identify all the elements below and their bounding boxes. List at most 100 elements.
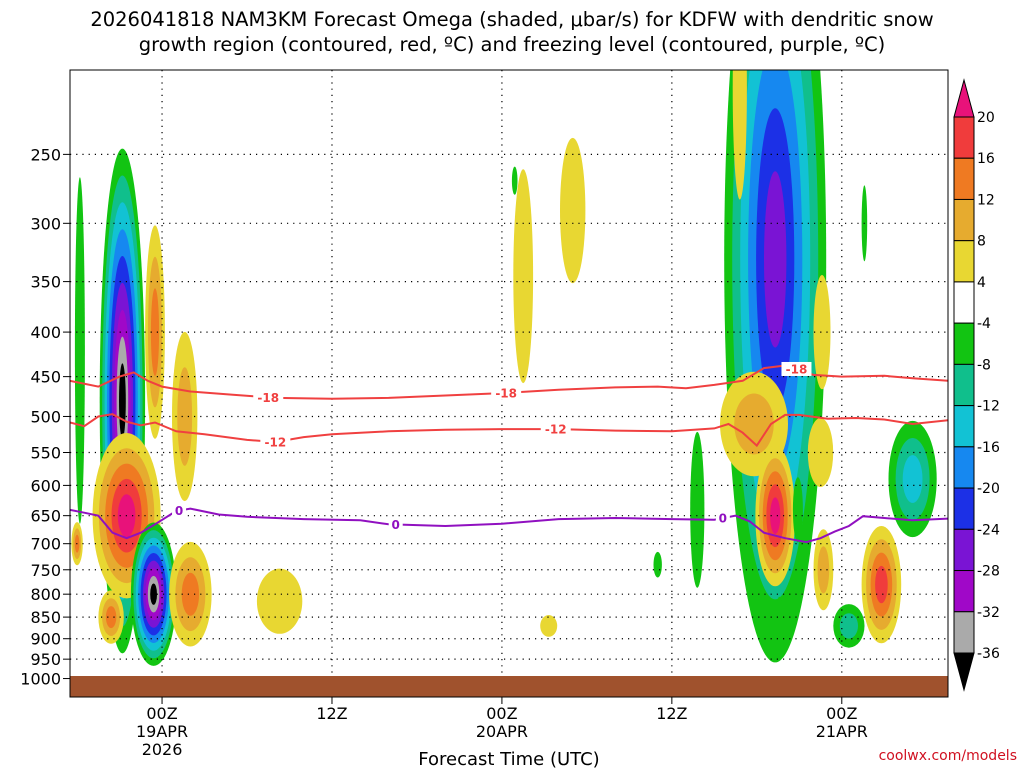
colorbar-label: 4 bbox=[977, 275, 986, 291]
y-tick-label: 900 bbox=[30, 630, 61, 649]
omega-cell-26-level-2 bbox=[902, 455, 923, 503]
omega-cell-20-level-0 bbox=[792, 477, 803, 543]
y-tick-label: 500 bbox=[30, 407, 61, 426]
omega-cell-19-level-4 bbox=[770, 497, 781, 534]
omega-cell-16-level-5 bbox=[764, 171, 787, 348]
colorbar-swatch bbox=[953, 322, 975, 365]
dgz-minus12-contour bbox=[70, 413, 948, 448]
x-tick-label: 12Z bbox=[316, 704, 347, 723]
colorbar-label: -4 bbox=[977, 316, 991, 332]
colorbar-top-arrow bbox=[953, 78, 975, 118]
y-tick-label: 800 bbox=[30, 585, 61, 604]
omega-cell-9-level-0 bbox=[256, 568, 303, 634]
dgz-minus12-label: -12 bbox=[264, 436, 286, 450]
colorbar-label: -32 bbox=[977, 605, 1000, 621]
colorbar-swatch bbox=[953, 487, 975, 530]
freezing-level-label-bg bbox=[715, 511, 730, 526]
y-tick-label: 950 bbox=[30, 650, 61, 669]
chart-title-line1: 2026041818 NAM3KM Forecast Omega (shaded… bbox=[90, 8, 933, 31]
colorbar-swatch bbox=[953, 198, 975, 242]
omega-cell-4-level-8 bbox=[150, 583, 158, 605]
y-tick-label: 600 bbox=[30, 476, 61, 495]
omega-cell-28-level-0 bbox=[776, 596, 783, 620]
colorbar-label: -20 bbox=[977, 481, 1000, 497]
omega-cell-14-level-0 bbox=[690, 431, 705, 588]
x-tick-label: 2026 bbox=[142, 740, 183, 759]
x-axis-label: Forecast Time (UTC) bbox=[418, 749, 599, 768]
omega-shading bbox=[71, 70, 937, 666]
dgz-minus18-label: -18 bbox=[257, 391, 279, 405]
dgz-minus12-label-bg bbox=[540, 422, 571, 437]
omega-cell-23-level-1 bbox=[817, 546, 830, 594]
omega-cell-24-level-3 bbox=[875, 565, 888, 604]
x-tick-label: 20APR bbox=[476, 722, 528, 741]
dgz-minus18-label-bg bbox=[253, 390, 284, 405]
colorbar-label: 16 bbox=[977, 151, 995, 167]
colorbar: 20 16 12 8 4 -4 -8 -12 -16 -20 -24 -28 -32 -36 bbox=[953, 78, 1000, 692]
colorbar-label: 20 bbox=[977, 110, 995, 126]
colorbar-label: -24 bbox=[977, 522, 1000, 538]
colorbar-swatch bbox=[953, 405, 975, 448]
colorbar-swatch bbox=[953, 363, 975, 407]
y-axis: 250 300 350 400 450 500 550 600 650 700 750 800 850 9… bbox=[20, 145, 70, 689]
y-tick-label: 850 bbox=[30, 608, 61, 627]
colorbar-swatch bbox=[953, 446, 975, 489]
freezing-level-label: 0 bbox=[719, 512, 727, 526]
omega-cell-12-level-0 bbox=[560, 137, 586, 284]
colorbar-label: 8 bbox=[977, 234, 986, 250]
colorbar-label: -12 bbox=[977, 399, 1000, 415]
omega-cell-11-level-0 bbox=[511, 166, 518, 195]
colorbar-swatch bbox=[953, 281, 975, 324]
omega-cell-17-level-0 bbox=[732, 70, 747, 200]
x-tick-label: 12Z bbox=[656, 704, 687, 723]
colorbar-swatch bbox=[953, 611, 975, 654]
dgz-minus18-label: -18 bbox=[786, 362, 808, 376]
freezing-level-label: 0 bbox=[175, 504, 183, 518]
y-tick-label: 700 bbox=[30, 535, 61, 554]
y-tick-label: 350 bbox=[30, 273, 61, 292]
ground-terrain bbox=[70, 676, 948, 697]
colorbar-bottom-arrow bbox=[953, 652, 975, 692]
freezing-level-contour bbox=[70, 507, 948, 544]
freezing-level-label-bg bbox=[388, 517, 403, 532]
colorbar-label: -16 bbox=[977, 440, 1000, 456]
y-tick-label: 400 bbox=[30, 323, 61, 342]
freezing-level-label: 0 bbox=[392, 518, 400, 532]
colorbar-label: 12 bbox=[977, 192, 995, 208]
plot-area: -18 -18 -18 -12 -12 0 0 0 bbox=[69, 69, 949, 698]
colorbar-label: -36 bbox=[977, 646, 1000, 662]
y-tick-label: 300 bbox=[30, 214, 61, 233]
colorbar-swatch bbox=[953, 116, 975, 159]
y-tick-label: 550 bbox=[30, 444, 61, 463]
y-tick-label: 650 bbox=[30, 507, 61, 526]
colorbar-label: -28 bbox=[977, 564, 1000, 580]
x-tick-label: 21APR bbox=[816, 722, 868, 741]
omega-cell-6-level-2 bbox=[105, 606, 117, 629]
omega-cell-8-level-2 bbox=[181, 572, 200, 616]
chart-title-line2: growth region (contoured, red, ºC) and f… bbox=[139, 33, 886, 56]
omega-cell-1-level-0 bbox=[74, 177, 85, 524]
omega-cell-21-level-0 bbox=[813, 275, 831, 390]
x-tick-label: 00Z bbox=[486, 704, 517, 723]
x-tick-label: 00Z bbox=[826, 704, 857, 723]
omega-cell-25-level-1 bbox=[839, 613, 859, 639]
colorbar-swatch bbox=[953, 528, 975, 572]
omega-cell-5-level-2 bbox=[150, 288, 160, 376]
omega-cell-15-level-0 bbox=[653, 551, 662, 578]
omega-cell-13-level-0 bbox=[540, 615, 558, 637]
colorbar-swatch bbox=[953, 157, 975, 200]
y-tick-label: 450 bbox=[30, 368, 61, 387]
omega-cell-7-level-1 bbox=[177, 367, 193, 466]
colorbar-swatch bbox=[953, 570, 975, 613]
freezing-level-label-bg bbox=[172, 503, 187, 518]
y-tick-label: 250 bbox=[30, 145, 61, 164]
dgz-minus18-label: -18 bbox=[495, 386, 517, 400]
colorbar-label: -8 bbox=[977, 357, 991, 373]
x-tick-label: 00Z bbox=[146, 704, 177, 723]
colorbar-swatch bbox=[953, 240, 975, 283]
y-tick-label: 750 bbox=[30, 561, 61, 580]
dgz-minus12-label-bg bbox=[260, 435, 291, 450]
omega-cell-18-level-1 bbox=[734, 393, 774, 455]
